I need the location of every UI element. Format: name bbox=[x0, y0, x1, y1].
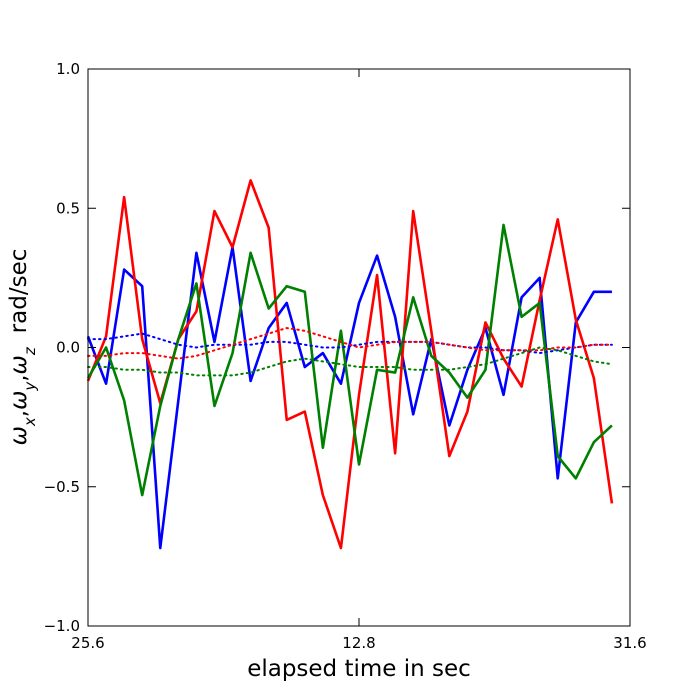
y-tick-label: −1.0 bbox=[44, 617, 80, 635]
y-axis-label-part: ω bbox=[6, 355, 32, 374]
y-axis-label-part: , bbox=[6, 410, 32, 417]
series-line bbox=[87, 327, 613, 360]
x-axis-label: elapsed time in sec bbox=[247, 656, 471, 682]
y-axis-label-part: , bbox=[6, 374, 32, 381]
x-tick-label: 12.8 bbox=[342, 634, 375, 652]
y-tick-label: 0.5 bbox=[56, 199, 80, 217]
y-tick-label: 1.0 bbox=[56, 60, 80, 78]
y-axis-label-part: z bbox=[21, 346, 39, 356]
series-line bbox=[86, 245, 612, 550]
series-line bbox=[87, 346, 613, 377]
x-tick-label: 31.6 bbox=[613, 634, 646, 652]
y-axis-label-part: rad/sec bbox=[6, 249, 32, 334]
y-axis-label-part: ω bbox=[6, 426, 32, 445]
y-axis-label-part: ω bbox=[6, 391, 32, 410]
y-tick-label: 0.0 bbox=[56, 339, 80, 357]
x-tick-label: 25.6 bbox=[71, 634, 104, 652]
y-axis-label: ωx,ωy,ωzrad/sec bbox=[6, 249, 39, 446]
y-tick-label: −0.5 bbox=[44, 478, 80, 496]
series-line bbox=[86, 223, 613, 497]
y-axis-label-part: y bbox=[21, 381, 39, 392]
y-axis-label-part: x bbox=[21, 417, 39, 427]
